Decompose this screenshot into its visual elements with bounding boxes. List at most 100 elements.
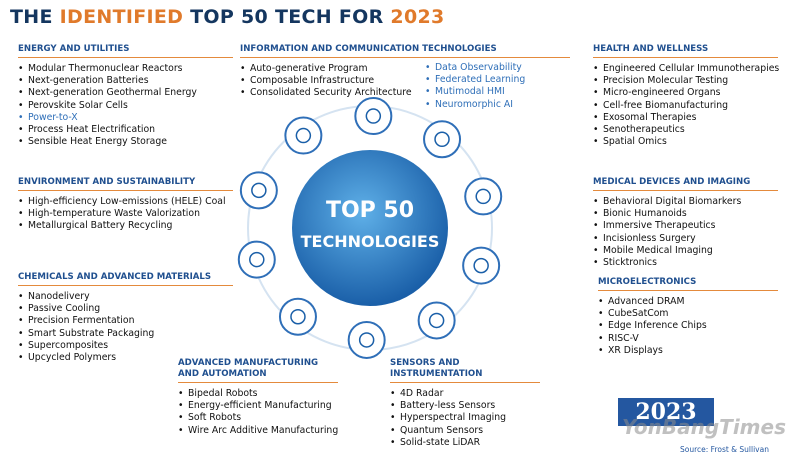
icon-circle bbox=[464, 177, 503, 216]
section: ADVANCED MANUFACTURING AND AUTOMATION Bip… bbox=[178, 358, 338, 437]
list-item: Micro-engineered Organs bbox=[593, 87, 778, 99]
list-item: Hyperspectral Imaging bbox=[390, 412, 540, 424]
list-item: Edge Inference Chips bbox=[598, 320, 778, 332]
list-item: Precision Fermentation bbox=[18, 315, 233, 327]
title-part: 2023 bbox=[390, 6, 445, 28]
list-item: Consolidated Security Architecture bbox=[240, 87, 570, 99]
list-item: CubeSatCom bbox=[598, 308, 778, 320]
list-item: Nanodelivery bbox=[18, 291, 233, 303]
icon bbox=[358, 332, 375, 348]
icon-circle bbox=[237, 240, 276, 279]
section-title: ENVIRONMENT AND SUSTAINABILITY bbox=[18, 177, 233, 191]
badge: 2023 bbox=[618, 398, 714, 426]
title-part: THE bbox=[10, 6, 60, 28]
section: ENERGY AND UTILITIES Modular Thermonuclea… bbox=[18, 44, 233, 149]
list-item: Sticktronics bbox=[593, 257, 778, 269]
list-item: Data Observability bbox=[425, 62, 525, 74]
list-item: Mobile Medical Imaging bbox=[593, 245, 778, 257]
section-title: MICROELECTRONICS bbox=[598, 277, 778, 291]
column: Data ObservabilityFederated LearningMuti… bbox=[425, 62, 525, 111]
list-item: Behavioral Digital Biomarkers bbox=[593, 196, 778, 208]
globe bbox=[292, 150, 448, 306]
list-item: Metallurgical Battery Recycling bbox=[18, 220, 233, 232]
section-title: ENERGY AND UTILITIES bbox=[18, 44, 233, 58]
watermark: YonBangTimes bbox=[622, 415, 786, 439]
icon-circle bbox=[239, 171, 278, 210]
icon-circle bbox=[354, 97, 393, 136]
list-item: Incisionless Surgery bbox=[593, 233, 778, 245]
section-title: MEDICAL DEVICES AND IMAGING bbox=[593, 177, 778, 191]
list-item: Soft Robots bbox=[178, 412, 338, 424]
list-item: RISC-V bbox=[598, 333, 778, 345]
list-item: Smart Substrate Packaging bbox=[18, 328, 233, 340]
icon-circle bbox=[417, 301, 456, 340]
icon-circle bbox=[278, 297, 317, 336]
list-item: Wire Arc Additive Manufacturing bbox=[178, 425, 338, 437]
icon bbox=[251, 182, 267, 199]
list-item: Federated Learning bbox=[425, 74, 525, 86]
list-item: Perovskite Solar Cells bbox=[18, 100, 233, 112]
section-title: SENSORS AND INSTRUMENTATION bbox=[390, 358, 540, 383]
list-item: Process Heat Electrification bbox=[18, 124, 233, 136]
list-item: Auto-generative Program bbox=[240, 63, 570, 75]
icon-circle bbox=[423, 120, 462, 159]
list-item: Passive Cooling bbox=[18, 303, 233, 315]
list-item: Solid-state LiDAR bbox=[390, 437, 540, 449]
list-item: Spatial Omics bbox=[593, 136, 778, 148]
list-item: Senotherapeutics bbox=[593, 124, 778, 136]
icon bbox=[475, 188, 491, 205]
icon bbox=[428, 312, 445, 329]
list-item: Advanced DRAM bbox=[598, 296, 778, 308]
list-item: Immersive Therapeutics bbox=[593, 220, 778, 232]
list-item: Sensible Heat Energy Storage bbox=[18, 136, 233, 148]
list-item: XR Displays bbox=[598, 345, 778, 357]
list-item: Composable Infrastructure bbox=[240, 75, 570, 87]
list-item: Supercomposites bbox=[18, 340, 233, 352]
section-title: HEALTH AND WELLNESS bbox=[593, 44, 778, 58]
list-item: Battery-less Sensors bbox=[390, 400, 540, 412]
section: MICROELECTRONICS Advanced DRAMCubeSatComE… bbox=[598, 277, 778, 357]
section-title: INFORMATION AND COMMUNICATION TECHNOLOGI… bbox=[240, 44, 570, 58]
list-item: High-temperature Waste Valorization bbox=[18, 208, 233, 220]
list-item: Quantum Sensors bbox=[390, 425, 540, 437]
section-title: CHEMICALS AND ADVANCED MATERIALS bbox=[18, 272, 233, 286]
list-item: Next-generation Geothermal Energy bbox=[18, 87, 233, 99]
icon-circle bbox=[347, 320, 386, 359]
list-item: Mutimodal HMI bbox=[425, 86, 525, 98]
title-part: IDENTIFIED bbox=[59, 6, 184, 28]
list-item: Cell-free Biomanufacturing bbox=[593, 100, 778, 112]
section: CHEMICALS AND ADVANCED MATERIALS Nanodeli… bbox=[18, 272, 233, 364]
list-item: 4D Radar bbox=[390, 388, 540, 400]
list-item: Bipedal Robots bbox=[178, 388, 338, 400]
icon bbox=[295, 127, 312, 144]
list-item: Power-to-X bbox=[18, 112, 233, 124]
list-item: Modular Thermonuclear Reactors bbox=[18, 63, 233, 75]
icon-circle bbox=[284, 116, 323, 155]
icon bbox=[249, 251, 265, 268]
page-title: THE IDENTIFIED TOP 50 TECH FOR 2023 bbox=[10, 6, 445, 28]
section: SENSORS AND INSTRUMENTATION 4D RadarBatte… bbox=[390, 358, 540, 449]
list-item: Exosomal Therapies bbox=[593, 112, 778, 124]
icon-circle bbox=[462, 246, 501, 285]
section: INFORMATION AND COMMUNICATION TECHNOLOGI… bbox=[240, 44, 570, 111]
section-title: ADVANCED MANUFACTURING AND AUTOMATION bbox=[178, 358, 338, 383]
section: HEALTH AND WELLNESS Engineered Cellular I… bbox=[593, 44, 779, 149]
list-item: Next-generation Batteries bbox=[18, 75, 233, 87]
list-item: Bionic Humanoids bbox=[593, 208, 778, 220]
section: MEDICAL DEVICES AND IMAGING Behavioral Di… bbox=[593, 177, 778, 269]
icon bbox=[365, 108, 382, 124]
icon bbox=[290, 308, 306, 325]
icon bbox=[473, 257, 489, 274]
title-part: TOP 50 TECH FOR bbox=[183, 6, 391, 28]
list-item: Precision Molecular Testing bbox=[593, 75, 778, 87]
center-line1: TOP 50 bbox=[325, 198, 415, 223]
list-item: Upcycled Polymers bbox=[18, 352, 233, 364]
list-item: Energy-efficient Manufacturing bbox=[178, 400, 338, 412]
section: ENVIRONMENT AND SUSTAINABILITY High-effic… bbox=[18, 177, 233, 233]
list-item: Neuromorphic AI bbox=[425, 99, 525, 111]
list-item: High-efficiency Low-emissions (HELE) Coa… bbox=[18, 196, 233, 208]
center-line2: TECHNOLOGIES bbox=[300, 232, 440, 251]
list-item: Engineered Cellular Immunotherapies bbox=[593, 63, 779, 75]
